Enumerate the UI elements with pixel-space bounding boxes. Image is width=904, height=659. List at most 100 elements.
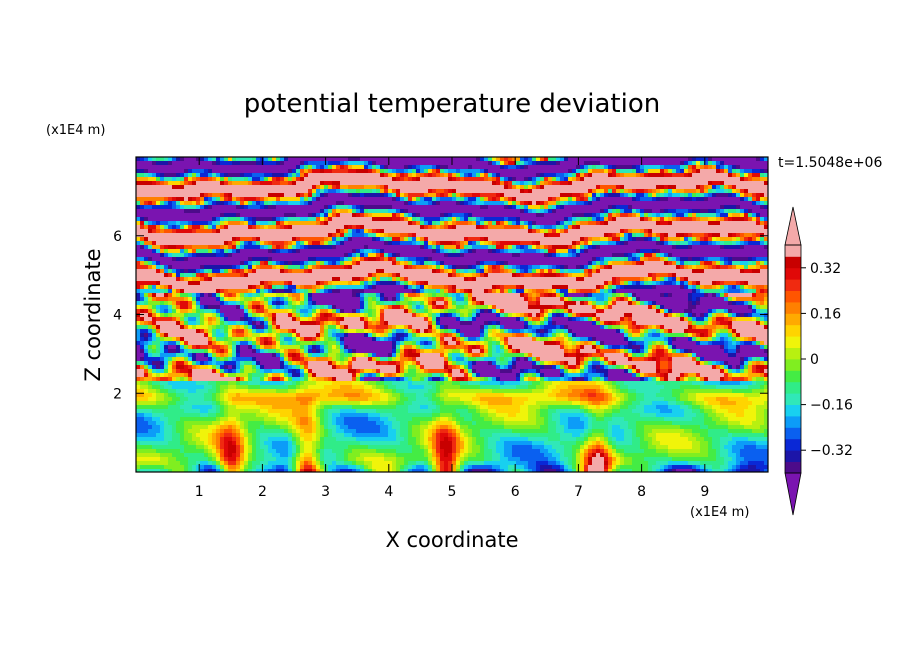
contour-cell [448, 301, 453, 306]
contour-cell [200, 201, 205, 206]
contour-cell [628, 397, 637, 402]
contour-cell [252, 313, 257, 318]
contour-cell [752, 213, 757, 218]
contour-cell [728, 217, 733, 222]
contour-cell [444, 305, 449, 310]
contour-cell [164, 349, 169, 354]
contour-cell [136, 349, 141, 354]
contour-cell [404, 277, 409, 282]
contour-cell [520, 225, 525, 230]
contour-cell [184, 173, 189, 178]
contour-cell [308, 257, 317, 262]
contour-cell [236, 197, 241, 202]
contour-cell [572, 221, 577, 226]
contour-cell [588, 197, 593, 202]
contour-cell [760, 345, 765, 350]
contour-cell [332, 277, 341, 282]
contour-cell [304, 293, 309, 298]
contour-cell [140, 289, 161, 294]
contour-cell [596, 197, 601, 202]
contour-cell [600, 269, 693, 274]
contour-cell [560, 345, 565, 350]
contour-cell [580, 365, 585, 370]
contour-cell [624, 233, 629, 238]
contour-cell [528, 161, 533, 166]
contour-cell [636, 297, 641, 302]
contour-cell [636, 197, 641, 202]
contour-cell [428, 337, 433, 342]
contour-cell [160, 325, 181, 330]
contour-cell [696, 281, 701, 286]
contour-cell [388, 361, 397, 366]
contour-cell [184, 181, 189, 186]
contour-cell [420, 213, 441, 218]
contour-cell [740, 357, 745, 362]
contour-cell [484, 357, 497, 362]
contour-cell [436, 329, 441, 334]
contour-cell [568, 221, 573, 226]
contour-cell [524, 181, 529, 186]
contour-cell [316, 165, 321, 170]
contour-cell [316, 377, 325, 382]
contour-cell [376, 329, 385, 334]
contour-cell [332, 337, 337, 342]
contour-cell [336, 333, 345, 338]
contour-cell [720, 361, 725, 366]
contour-cell [256, 161, 265, 166]
contour-cell [348, 357, 353, 362]
contour-cell [248, 321, 253, 326]
contour-cell [456, 285, 493, 290]
contour-cell [148, 293, 153, 298]
contour-cell [532, 245, 537, 250]
contour-cell [528, 397, 557, 402]
contour-cell [172, 301, 177, 306]
contour-cell [324, 385, 341, 390]
contour-cell [300, 297, 305, 302]
contour-cell [604, 297, 609, 302]
contour-cell [696, 237, 701, 242]
contour-cell [760, 393, 768, 398]
contour-cell [564, 217, 569, 222]
contour-cell [628, 341, 633, 346]
contour-cell [144, 361, 149, 366]
contour-cell [200, 277, 205, 282]
contour-cell [136, 217, 141, 222]
contour-cell [280, 285, 285, 290]
contour-cell [408, 257, 417, 262]
contour-cell [240, 381, 249, 386]
contour-cell [244, 241, 249, 246]
contour-cell [408, 169, 413, 174]
contour-cell [356, 225, 361, 230]
contour-cell [528, 165, 577, 170]
contour-cell [524, 377, 529, 382]
contour-cell [376, 249, 381, 254]
contour-cell [308, 365, 333, 370]
contour-cell [212, 345, 221, 350]
contour-cell [348, 397, 369, 402]
contour-cell [216, 225, 221, 230]
contour-cell [464, 289, 469, 294]
contour-cell [752, 313, 765, 318]
contour-cell [536, 377, 541, 382]
contour-cell [408, 381, 413, 386]
contour-cell [664, 281, 673, 286]
contour-cell [572, 297, 589, 302]
contour-cell [676, 169, 681, 174]
contour-cell [740, 373, 749, 378]
contour-cell [460, 201, 465, 206]
contour-cell [624, 345, 629, 350]
contour-cell [320, 185, 325, 190]
contour-cell [364, 381, 369, 386]
contour-cell [404, 173, 409, 178]
contour-cell [604, 169, 609, 174]
contour-cell [520, 313, 525, 318]
contour-cell [368, 381, 377, 386]
contour-cell [744, 233, 753, 238]
contour-cell [156, 377, 161, 382]
contour-cell [404, 197, 409, 202]
contour-cell [304, 197, 309, 202]
contour-cell [276, 293, 285, 298]
contour-cell [332, 365, 337, 370]
contour-cell [396, 377, 401, 382]
contour-cell [192, 305, 197, 310]
